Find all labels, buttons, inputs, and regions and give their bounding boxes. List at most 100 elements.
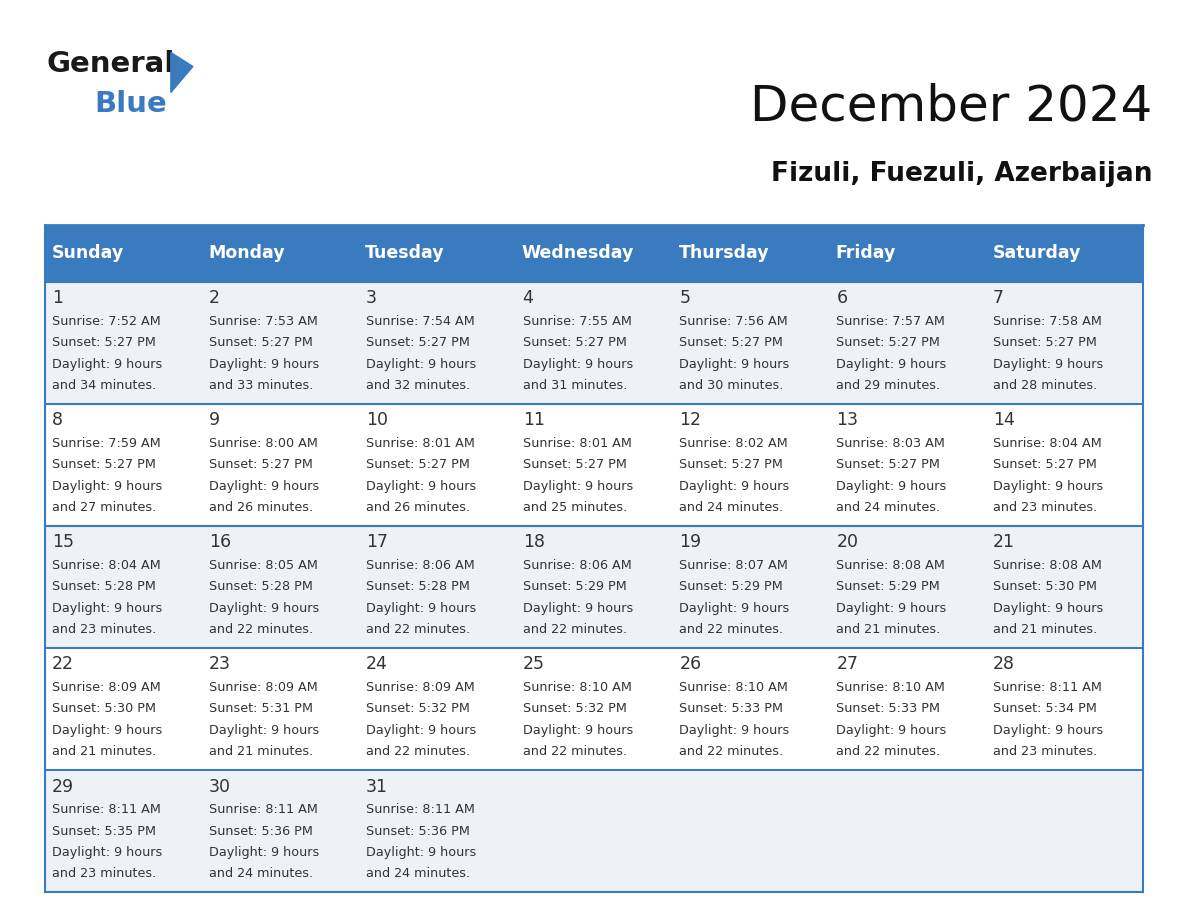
Text: Sunset: 5:29 PM: Sunset: 5:29 PM	[836, 580, 940, 593]
Text: Sunrise: 8:11 AM: Sunrise: 8:11 AM	[993, 681, 1102, 694]
Text: Sunrise: 8:10 AM: Sunrise: 8:10 AM	[680, 681, 789, 694]
Bar	[45, 282, 1143, 404]
Text: Sunrise: 8:01 AM: Sunrise: 8:01 AM	[523, 437, 632, 450]
Text: Sunrise: 8:11 AM: Sunrise: 8:11 AM	[366, 803, 475, 816]
Text: Sunday: Sunday	[51, 244, 124, 263]
Text: 18: 18	[523, 533, 544, 552]
Text: General: General	[46, 50, 175, 79]
Text: 29: 29	[52, 778, 75, 796]
Text: 23: 23	[209, 655, 230, 674]
Text: Daylight: 9 hours: Daylight: 9 hours	[836, 357, 947, 371]
Text: Sunset: 5:27 PM: Sunset: 5:27 PM	[523, 458, 626, 471]
Text: Sunrise: 8:10 AM: Sunrise: 8:10 AM	[836, 681, 946, 694]
Text: and 22 minutes.: and 22 minutes.	[366, 623, 470, 636]
Bar	[45, 770, 1143, 892]
Text: Sunset: 5:30 PM: Sunset: 5:30 PM	[993, 580, 1097, 593]
Text: Sunset: 5:27 PM: Sunset: 5:27 PM	[836, 458, 940, 471]
Text: Sunset: 5:29 PM: Sunset: 5:29 PM	[523, 580, 626, 593]
Text: Daylight: 9 hours: Daylight: 9 hours	[993, 601, 1104, 615]
Text: Daylight: 9 hours: Daylight: 9 hours	[52, 479, 163, 493]
Text: Sunset: 5:27 PM: Sunset: 5:27 PM	[366, 336, 469, 349]
Text: Sunset: 5:27 PM: Sunset: 5:27 PM	[366, 458, 469, 471]
Text: Daylight: 9 hours: Daylight: 9 hours	[680, 723, 790, 737]
Text: and 22 minutes.: and 22 minutes.	[680, 623, 784, 636]
Text: and 24 minutes.: and 24 minutes.	[366, 868, 470, 880]
Text: and 22 minutes.: and 22 minutes.	[680, 745, 784, 758]
Text: Sunrise: 7:56 AM: Sunrise: 7:56 AM	[680, 315, 788, 328]
Text: Daylight: 9 hours: Daylight: 9 hours	[523, 723, 633, 737]
Text: 28: 28	[993, 655, 1015, 674]
Text: 3: 3	[366, 289, 377, 308]
Text: Sunset: 5:27 PM: Sunset: 5:27 PM	[993, 458, 1097, 471]
Text: Sunrise: 7:52 AM: Sunrise: 7:52 AM	[52, 315, 160, 328]
Text: Sunset: 5:30 PM: Sunset: 5:30 PM	[52, 702, 156, 715]
Text: 20: 20	[836, 533, 858, 552]
Text: Sunset: 5:27 PM: Sunset: 5:27 PM	[680, 458, 783, 471]
Text: Sunrise: 8:00 AM: Sunrise: 8:00 AM	[209, 437, 318, 450]
Text: and 23 minutes.: and 23 minutes.	[52, 868, 157, 880]
Text: Fizuli, Fuezuli, Azerbaijan: Fizuli, Fuezuli, Azerbaijan	[771, 161, 1152, 186]
Text: Daylight: 9 hours: Daylight: 9 hours	[366, 845, 476, 859]
Text: 15: 15	[52, 533, 74, 552]
Text: 30: 30	[209, 778, 230, 796]
Text: Sunset: 5:33 PM: Sunset: 5:33 PM	[680, 702, 783, 715]
Text: Daylight: 9 hours: Daylight: 9 hours	[209, 479, 320, 493]
Text: Daylight: 9 hours: Daylight: 9 hours	[523, 479, 633, 493]
Bar	[45, 526, 1143, 648]
Text: Sunset: 5:34 PM: Sunset: 5:34 PM	[993, 702, 1097, 715]
Text: Daylight: 9 hours: Daylight: 9 hours	[52, 845, 163, 859]
Text: Wednesday: Wednesday	[522, 244, 634, 263]
Text: Daylight: 9 hours: Daylight: 9 hours	[680, 601, 790, 615]
Text: Sunrise: 8:01 AM: Sunrise: 8:01 AM	[366, 437, 475, 450]
Text: 27: 27	[836, 655, 858, 674]
Text: 12: 12	[680, 411, 701, 430]
Text: Daylight: 9 hours: Daylight: 9 hours	[993, 479, 1104, 493]
Text: Daylight: 9 hours: Daylight: 9 hours	[680, 357, 790, 371]
Text: and 23 minutes.: and 23 minutes.	[52, 623, 157, 636]
Text: and 22 minutes.: and 22 minutes.	[209, 623, 314, 636]
Text: and 26 minutes.: and 26 minutes.	[366, 501, 470, 514]
Text: Daylight: 9 hours: Daylight: 9 hours	[209, 723, 320, 737]
Text: Daylight: 9 hours: Daylight: 9 hours	[680, 479, 790, 493]
Text: 4: 4	[523, 289, 533, 308]
Text: Sunset: 5:35 PM: Sunset: 5:35 PM	[52, 824, 156, 837]
Text: Daylight: 9 hours: Daylight: 9 hours	[366, 479, 476, 493]
Text: and 23 minutes.: and 23 minutes.	[993, 501, 1098, 514]
Text: Sunset: 5:33 PM: Sunset: 5:33 PM	[836, 702, 940, 715]
Text: Sunrise: 8:04 AM: Sunrise: 8:04 AM	[993, 437, 1101, 450]
Text: Friday: Friday	[835, 244, 896, 263]
Text: 8: 8	[52, 411, 63, 430]
Text: Daylight: 9 hours: Daylight: 9 hours	[993, 357, 1104, 371]
Text: Sunset: 5:36 PM: Sunset: 5:36 PM	[209, 824, 312, 837]
Bar	[45, 648, 1143, 770]
Text: Daylight: 9 hours: Daylight: 9 hours	[993, 723, 1104, 737]
Text: Sunset: 5:27 PM: Sunset: 5:27 PM	[836, 336, 940, 349]
Bar	[45, 225, 1143, 282]
Text: Sunrise: 8:08 AM: Sunrise: 8:08 AM	[836, 559, 946, 572]
Text: Sunrise: 8:09 AM: Sunrise: 8:09 AM	[209, 681, 317, 694]
Text: Thursday: Thursday	[678, 244, 770, 263]
Text: 31: 31	[366, 778, 387, 796]
Text: Daylight: 9 hours: Daylight: 9 hours	[836, 601, 947, 615]
Text: Daylight: 9 hours: Daylight: 9 hours	[836, 479, 947, 493]
Text: Sunrise: 7:59 AM: Sunrise: 7:59 AM	[52, 437, 160, 450]
Text: Sunset: 5:32 PM: Sunset: 5:32 PM	[523, 702, 626, 715]
Text: Daylight: 9 hours: Daylight: 9 hours	[366, 357, 476, 371]
Text: Sunrise: 8:09 AM: Sunrise: 8:09 AM	[52, 681, 160, 694]
Text: and 29 minutes.: and 29 minutes.	[836, 379, 941, 392]
Text: 22: 22	[52, 655, 74, 674]
Text: and 26 minutes.: and 26 minutes.	[209, 501, 314, 514]
Text: Sunrise: 8:07 AM: Sunrise: 8:07 AM	[680, 559, 789, 572]
Text: Sunrise: 8:08 AM: Sunrise: 8:08 AM	[993, 559, 1102, 572]
Text: Daylight: 9 hours: Daylight: 9 hours	[209, 845, 320, 859]
Text: and 24 minutes.: and 24 minutes.	[836, 501, 941, 514]
Text: Daylight: 9 hours: Daylight: 9 hours	[52, 723, 163, 737]
Text: Sunset: 5:28 PM: Sunset: 5:28 PM	[209, 580, 312, 593]
Text: Sunset: 5:27 PM: Sunset: 5:27 PM	[523, 336, 626, 349]
Text: and 27 minutes.: and 27 minutes.	[52, 501, 157, 514]
Text: Sunrise: 8:06 AM: Sunrise: 8:06 AM	[523, 559, 631, 572]
Text: Sunrise: 7:54 AM: Sunrise: 7:54 AM	[366, 315, 474, 328]
Text: and 28 minutes.: and 28 minutes.	[993, 379, 1098, 392]
Text: Daylight: 9 hours: Daylight: 9 hours	[209, 357, 320, 371]
Text: 9: 9	[209, 411, 220, 430]
